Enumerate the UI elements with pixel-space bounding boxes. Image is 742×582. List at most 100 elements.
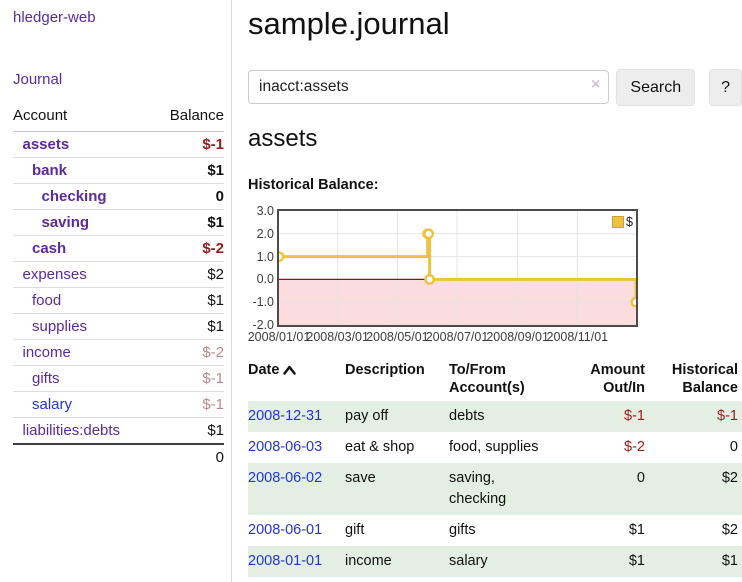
accounts-column-header: To/From Account(s) xyxy=(449,362,525,397)
account-row: gifts $-1 xyxy=(13,365,224,392)
account-name-cell: checking xyxy=(13,183,154,210)
app-brand-link[interactable]: hledger-web xyxy=(13,9,96,26)
search-bar: × Search ? xyxy=(248,69,742,107)
sidebar-account-saving[interactable]: saving xyxy=(41,214,90,231)
account-row: checking 0 xyxy=(13,183,224,210)
register-row: 2008-06-02 save saving, checking 0 $2 xyxy=(248,463,742,516)
sidebar-account-checking[interactable]: checking xyxy=(41,188,107,205)
help-button[interactable]: ? xyxy=(709,69,742,107)
transaction-description: pay off xyxy=(345,408,389,425)
description-column-header: Description xyxy=(345,362,425,378)
sort-ascending-icon xyxy=(283,365,297,375)
accounts-total-spacer xyxy=(13,443,154,470)
transaction-balance: $2 xyxy=(721,522,738,539)
transaction-date-link[interactable]: 2008-12-31 xyxy=(248,408,323,425)
accounts-total-value: 0 xyxy=(153,443,224,470)
sidebar-item-journal[interactable]: Journal xyxy=(13,71,63,88)
register-row: 2008-06-01 gift gifts $1 $2 xyxy=(248,515,742,546)
transaction-accounts: saving, checking xyxy=(449,470,507,508)
search-input[interactable] xyxy=(248,70,610,104)
register-row: 2008-12-31 pay off debts $-1 $-1 xyxy=(248,401,742,433)
transaction-date-link[interactable]: 2008-01-01 xyxy=(248,553,323,570)
account-column-header: Account xyxy=(13,103,154,132)
transaction-accounts: salary xyxy=(449,553,488,570)
chart-plot: $ xyxy=(277,209,638,327)
account-row: bank $1 xyxy=(13,157,224,184)
accounts-total-row: 0 xyxy=(13,443,224,470)
sidebar-account-assets[interactable]: assets xyxy=(22,136,70,153)
account-balance: $1 xyxy=(153,209,224,236)
transaction-description: gift xyxy=(345,522,365,539)
transaction-description: income xyxy=(345,553,392,570)
account-balance: $2 xyxy=(153,261,224,288)
sidebar-account-food[interactable]: food xyxy=(32,292,62,309)
transaction-amount: $1 xyxy=(628,522,645,539)
transaction-date-link[interactable]: 2008-06-01 xyxy=(248,522,323,539)
account-row: assets $-1 xyxy=(13,132,225,158)
search-button[interactable]: Search xyxy=(616,69,696,107)
account-name-cell: supplies xyxy=(13,313,154,340)
account-row: cash $-2 xyxy=(13,235,224,262)
transaction-balance: $-1 xyxy=(717,408,738,425)
sidebar-account-income[interactable]: income xyxy=(22,344,71,361)
sidebar-account-cash[interactable]: cash xyxy=(32,240,67,257)
chart-legend: $ xyxy=(612,215,633,229)
sidebar-account-supplies[interactable]: supplies xyxy=(32,318,88,335)
transaction-accounts: gifts xyxy=(449,522,476,539)
x-axis-tick-label: 2008/11/01 xyxy=(546,330,609,344)
account-name-cell: income xyxy=(13,339,154,366)
transaction-amount: $-2 xyxy=(624,439,645,456)
account-name-cell: food xyxy=(13,287,154,314)
amount-column-header: Amount Out/In xyxy=(590,362,645,397)
account-balance: $-1 xyxy=(202,136,224,153)
register-row: 2008-06-03 eat & shop food, supplies $-2 0 xyxy=(248,432,742,463)
transaction-balance: $2 xyxy=(721,470,738,487)
account-balance: $-1 xyxy=(153,391,224,418)
clear-search-icon[interactable]: × xyxy=(591,76,601,93)
account-row: salary $-1 xyxy=(13,391,224,418)
sidebar-account-gifts[interactable]: gifts xyxy=(32,370,60,387)
transaction-date-cell: 2008-06-01 xyxy=(248,515,345,546)
account-row: income $-2 xyxy=(13,339,224,366)
transaction-amount: $1 xyxy=(628,553,645,570)
balance-column-header-main: Historical Balance xyxy=(671,362,738,397)
y-axis-tick-label: 0.0 xyxy=(256,272,274,287)
register-header-row: Date Description To/From Account(s) Amou… xyxy=(248,358,742,401)
transaction-balance: 0 xyxy=(729,439,738,456)
transaction-accounts: food, supplies xyxy=(449,439,539,456)
transaction-date-link[interactable]: 2008-06-03 xyxy=(248,439,323,456)
account-balance: $1 xyxy=(153,287,224,314)
transaction-balance: $1 xyxy=(721,553,738,570)
transaction-date-cell: 2008-01-01 xyxy=(248,546,345,577)
transaction-date-link[interactable]: 2008-06-02 xyxy=(248,470,323,487)
x-axis-tick-label: 2008/07/01 xyxy=(425,330,489,344)
page-title: sample.journal xyxy=(248,6,450,41)
account-balance: $-2 xyxy=(153,235,224,262)
account-balance: $1 xyxy=(153,417,224,444)
account-balance: $1 xyxy=(153,313,224,340)
date-column-header[interactable]: Date xyxy=(248,358,345,401)
sidebar-account-salary[interactable]: salary xyxy=(32,396,73,413)
legend-swatch xyxy=(612,216,625,228)
account-title: assets xyxy=(248,125,318,152)
account-name-cell: cash xyxy=(13,235,154,262)
sidebar-account-liabilities-debts[interactable]: liabilities:debts xyxy=(22,422,121,439)
account-row: saving $1 xyxy=(13,209,224,236)
account-row: liabilities:debts $1 xyxy=(13,417,224,444)
sidebar-account-expenses[interactable]: expenses xyxy=(22,266,87,283)
register-table: Date Description To/From Account(s) Amou… xyxy=(248,358,742,578)
transaction-date-cell: 2008-06-02 xyxy=(248,463,345,515)
transaction-accounts: debts xyxy=(449,408,485,425)
legend-label: $ xyxy=(626,215,633,229)
chart-title: Historical Balance: xyxy=(248,177,379,193)
sidebar-account-bank[interactable]: bank xyxy=(32,162,68,179)
account-name-cell: liabilities:debts xyxy=(13,417,154,444)
transaction-description: save xyxy=(345,470,376,487)
date-column-label: Date xyxy=(248,362,280,378)
transaction-amount: 0 xyxy=(636,470,645,487)
sidebar: hledger-web Journal Account Balance asse… xyxy=(0,0,232,582)
y-axis-tick-label: -2.0 xyxy=(252,318,274,332)
account-name-cell: expenses xyxy=(13,261,154,288)
account-balance: $1 xyxy=(153,157,224,184)
y-axis-tick-label: 3.0 xyxy=(256,204,274,218)
